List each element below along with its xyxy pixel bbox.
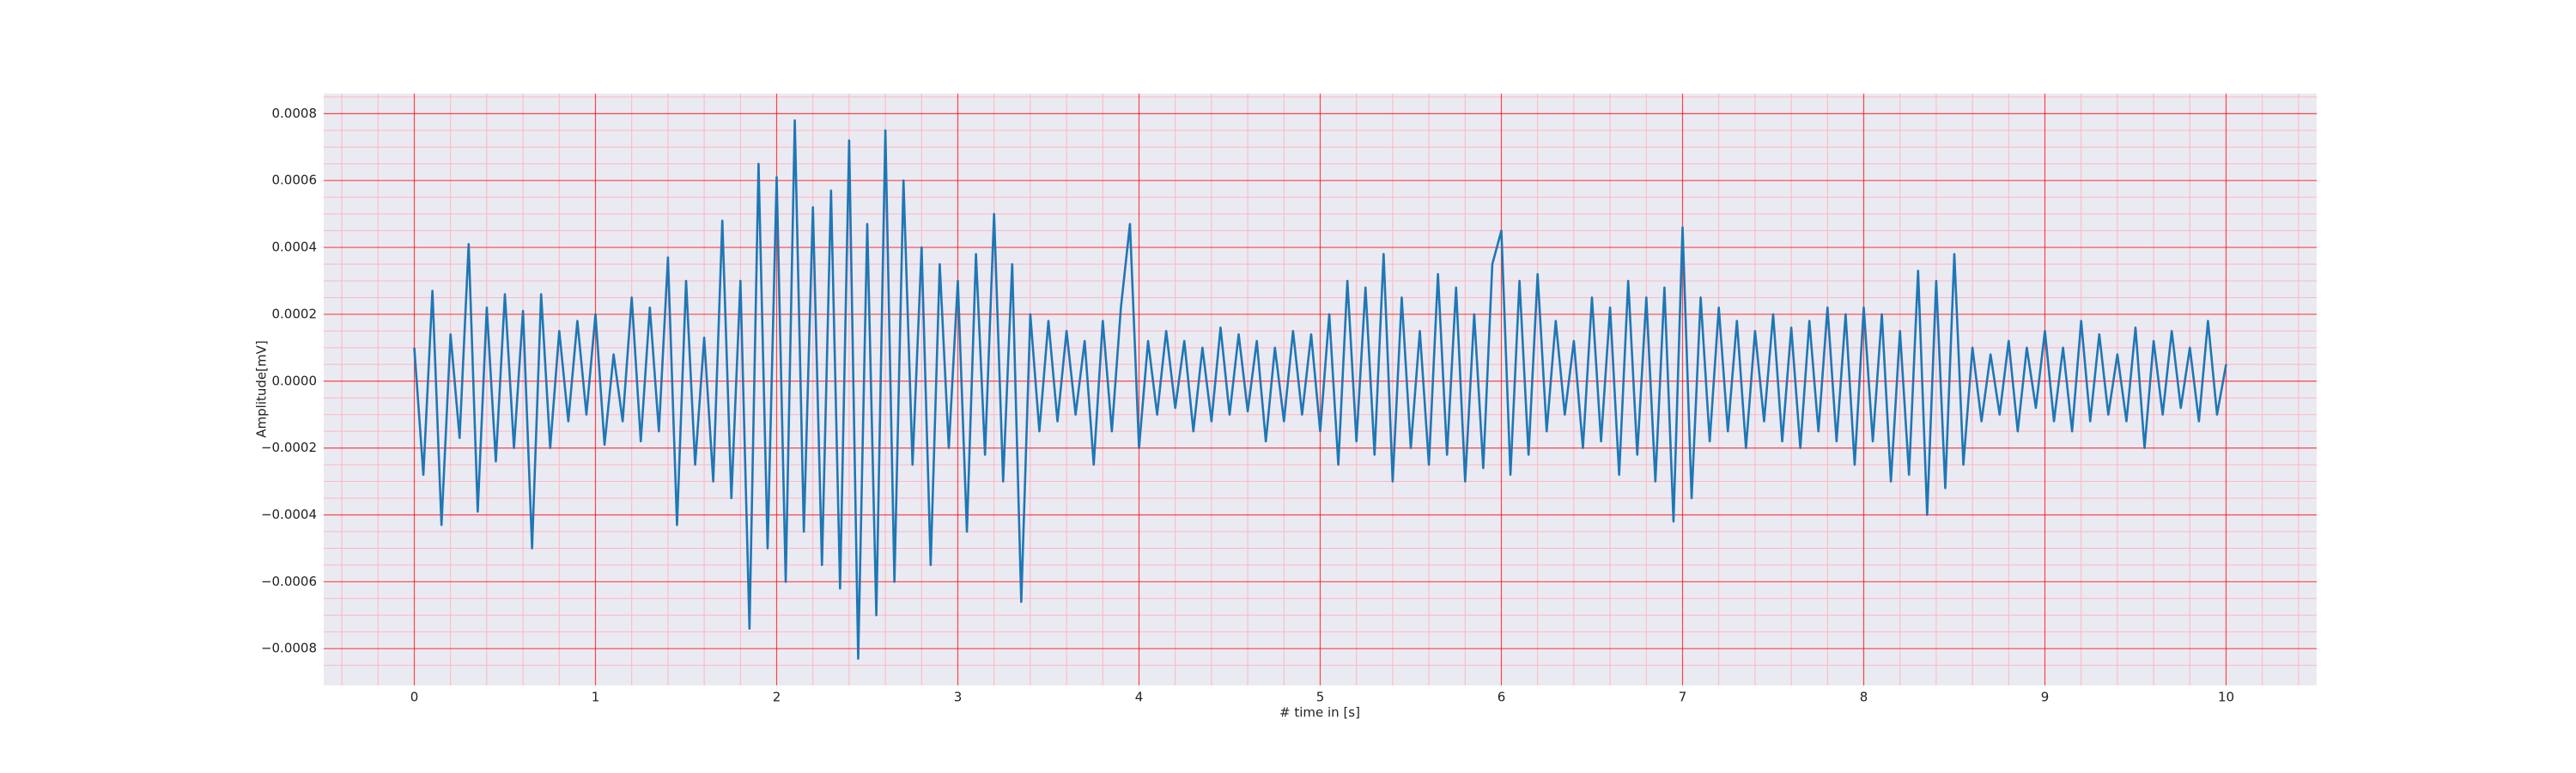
x-tick-label: 5 [1316, 690, 1325, 705]
y-tick-label: 0.0002 [272, 306, 318, 321]
y-tick-label: 0.0004 [272, 240, 318, 255]
y-axis-label: Amplitude[mV] [254, 340, 270, 437]
y-tick-label: −0.0002 [261, 440, 317, 455]
x-tick-label: 6 [1498, 690, 1506, 705]
lines [413, 119, 2227, 660]
y-tick-label: −0.0006 [261, 574, 317, 589]
y-tick-label: 0.0008 [272, 106, 318, 121]
y-tick-label: 0.0000 [272, 373, 318, 388]
y-tick-label: −0.0004 [261, 507, 317, 522]
x-axis-label: # time in [s] [1279, 705, 1360, 721]
x-tick-label: 4 [1135, 690, 1144, 705]
x-tick-label: 0 [410, 690, 419, 705]
x-tick-label: 10 [2218, 690, 2234, 705]
x-tick-label: 9 [2041, 690, 2050, 705]
labels: 0 1 2 3 4 5 6 7 8 9 10 −0.0008 −0.0006 −0.0004 −0.0002… [261, 106, 2234, 705]
y-tick-label: 0.0006 [272, 173, 318, 188]
x-tick-label: 7 [1679, 690, 1687, 705]
x-tick-label: 1 [592, 690, 600, 705]
x-tick-label: 8 [1860, 690, 1868, 705]
x-tick-label: 2 [773, 690, 781, 705]
y-tick-label: −0.0008 [261, 641, 317, 656]
signal-line [413, 119, 2227, 660]
x-tick-label: 3 [954, 690, 963, 705]
